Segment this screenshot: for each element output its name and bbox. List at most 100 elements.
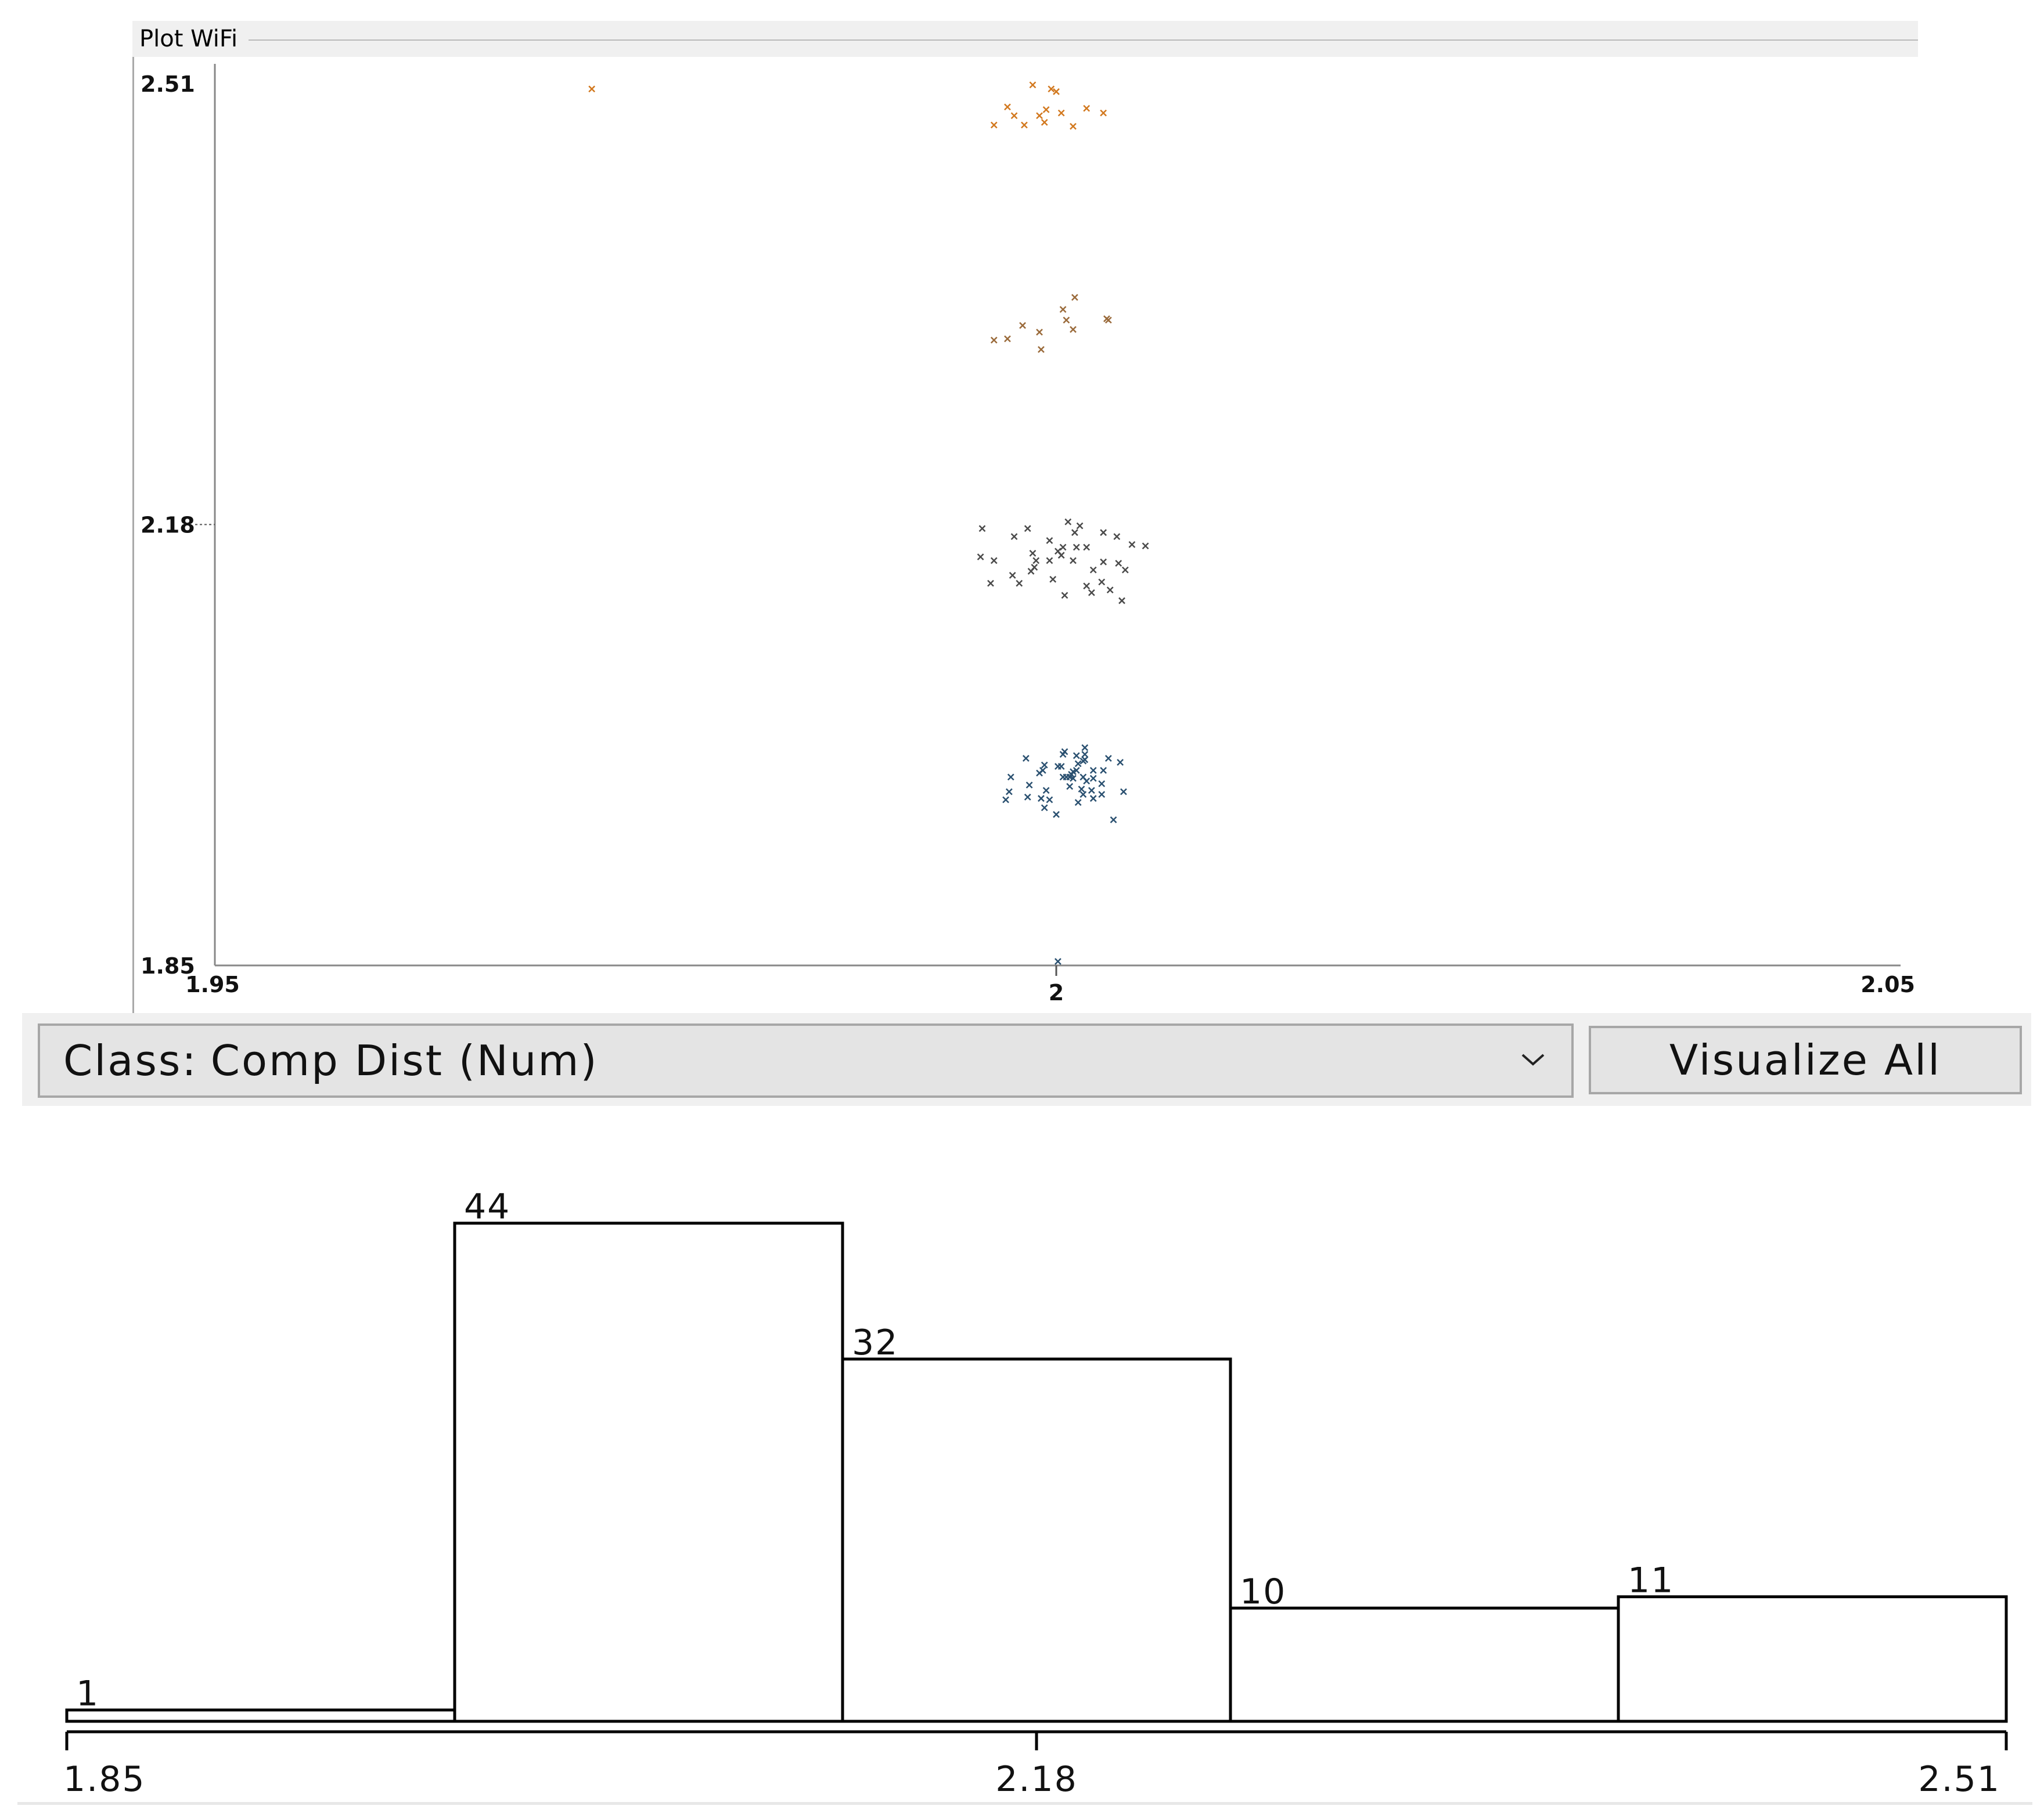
scatter-point bbox=[1089, 767, 1097, 774]
scatter-point bbox=[1036, 112, 1043, 120]
bar-value-label: 32 bbox=[852, 1322, 898, 1363]
class-histogram: 1 44 32 10 11 1.85 2.18 2.51 bbox=[63, 1187, 2008, 1800]
histogram-bar bbox=[1617, 1595, 2008, 1723]
scatter-point bbox=[1041, 118, 1048, 126]
x-tick-label: 2.05 bbox=[1861, 972, 1915, 997]
scatter-point bbox=[1063, 316, 1070, 324]
scatter-point bbox=[1046, 557, 1053, 564]
y-tick-label: 1.85 bbox=[141, 953, 195, 979]
scatter-point bbox=[1100, 558, 1107, 565]
scatter-point bbox=[1005, 788, 1013, 795]
scatter-point bbox=[1142, 542, 1149, 550]
scatter-point bbox=[1089, 795, 1097, 802]
scatter-point bbox=[1100, 767, 1107, 774]
scatter-point bbox=[1002, 796, 1009, 803]
scatter-point bbox=[1100, 109, 1107, 117]
scatter-point bbox=[1104, 755, 1112, 762]
scatter-point bbox=[1055, 547, 1061, 555]
scatter-point bbox=[1110, 816, 1117, 824]
scatter-point bbox=[1078, 785, 1085, 793]
histogram-bar bbox=[1229, 1606, 1620, 1723]
scatter-point bbox=[1073, 543, 1080, 551]
scatter-point bbox=[1055, 958, 1061, 965]
bar-value-label: 44 bbox=[464, 1187, 510, 1227]
scatter-point bbox=[1070, 326, 1077, 333]
scatter-plot[interactable]: 1.85 2.18 2.51 1.95 2 2.05 bbox=[132, 21, 1918, 1014]
scatter-point bbox=[1004, 335, 1011, 343]
plot-title: Plot WiFi bbox=[139, 26, 238, 52]
scatter-point bbox=[1081, 744, 1089, 751]
scatter-point bbox=[1009, 572, 1016, 579]
scatter-point bbox=[1128, 541, 1136, 548]
scatter-point bbox=[1083, 104, 1091, 112]
scatter-point bbox=[1021, 121, 1028, 129]
scatter-point bbox=[1100, 529, 1107, 536]
scatter-point bbox=[1073, 752, 1080, 759]
class-dropdown-label: Class: Comp Dist (Num) bbox=[63, 1026, 599, 1095]
scatter-point bbox=[990, 337, 998, 344]
class-value: Comp Dist (Num) bbox=[210, 1036, 599, 1085]
scatter-point bbox=[1083, 582, 1091, 590]
scatter-point bbox=[1041, 761, 1048, 769]
y-tick-label: 2.18 bbox=[141, 513, 195, 538]
scatter-point bbox=[1120, 788, 1127, 795]
scatter-point bbox=[1053, 88, 1060, 95]
scatter-point bbox=[1115, 560, 1122, 567]
scatter-point bbox=[1113, 533, 1121, 540]
scatter-point bbox=[1079, 791, 1087, 798]
scatter-point bbox=[1074, 799, 1082, 806]
scatter-point bbox=[1059, 306, 1067, 313]
scatter-point bbox=[1032, 557, 1040, 564]
scatter-point bbox=[1098, 791, 1106, 798]
scatter-point bbox=[1022, 755, 1030, 762]
scatter-point bbox=[1098, 780, 1106, 787]
scatter-point bbox=[1066, 783, 1074, 790]
bar-value-label: 10 bbox=[1240, 1572, 1286, 1612]
scatter-point bbox=[987, 579, 994, 587]
hist-x-tick-label: 1.85 bbox=[63, 1759, 146, 1800]
scatter-point bbox=[1089, 566, 1097, 574]
scatter-point bbox=[1038, 795, 1045, 802]
scatter-point bbox=[1010, 533, 1018, 540]
scatter-point bbox=[1036, 769, 1043, 777]
scatter-point bbox=[1029, 550, 1037, 557]
scatter-point bbox=[1064, 518, 1072, 525]
hist-x-tick-label: 2.51 bbox=[1918, 1759, 2000, 1800]
chevron-down-icon[interactable] bbox=[1521, 1053, 1545, 1066]
scatter-point bbox=[1010, 112, 1018, 120]
scatter-point bbox=[1059, 543, 1067, 551]
scatter-point bbox=[1088, 787, 1095, 794]
histogram-bar bbox=[453, 1221, 844, 1723]
histogram-bar bbox=[65, 1709, 456, 1723]
scatter-point bbox=[1016, 579, 1023, 587]
scatter-point bbox=[1046, 537, 1053, 545]
scatter-point bbox=[1024, 794, 1031, 801]
visualize-all-button[interactable]: Visualize All bbox=[1589, 1026, 2022, 1094]
class-dropdown[interactable]: Class: Comp Dist (Num) bbox=[38, 1023, 1574, 1098]
scatter-point bbox=[1024, 525, 1031, 532]
scatter-point bbox=[1071, 529, 1078, 536]
scatter-point bbox=[1019, 322, 1026, 329]
scatter-point bbox=[1007, 773, 1014, 781]
scatter-point bbox=[1117, 759, 1124, 766]
scatter-point bbox=[1074, 760, 1082, 767]
histogram-bar bbox=[841, 1357, 1232, 1723]
scatter-point bbox=[1081, 751, 1089, 758]
class-prefix: Class: bbox=[63, 1036, 198, 1085]
scatter-point bbox=[1098, 578, 1106, 586]
scatter-point bbox=[1088, 589, 1095, 596]
scatter-point bbox=[1118, 597, 1125, 604]
y-tick-label: 2.51 bbox=[141, 71, 195, 97]
scatter-point bbox=[1083, 543, 1091, 551]
scatter-point bbox=[1025, 781, 1033, 789]
plot-left-border bbox=[132, 57, 134, 1014]
scatter-point bbox=[1068, 770, 1075, 778]
plot-title-bar: Plot WiFi bbox=[132, 21, 1918, 57]
scatter-point bbox=[1042, 787, 1050, 794]
scatter-point bbox=[1029, 81, 1037, 89]
scatter-point bbox=[1071, 294, 1078, 301]
scatter-point bbox=[1103, 315, 1110, 322]
title-separator bbox=[249, 39, 1918, 41]
scatter-point bbox=[1070, 557, 1077, 564]
scatter-point bbox=[1081, 756, 1089, 763]
